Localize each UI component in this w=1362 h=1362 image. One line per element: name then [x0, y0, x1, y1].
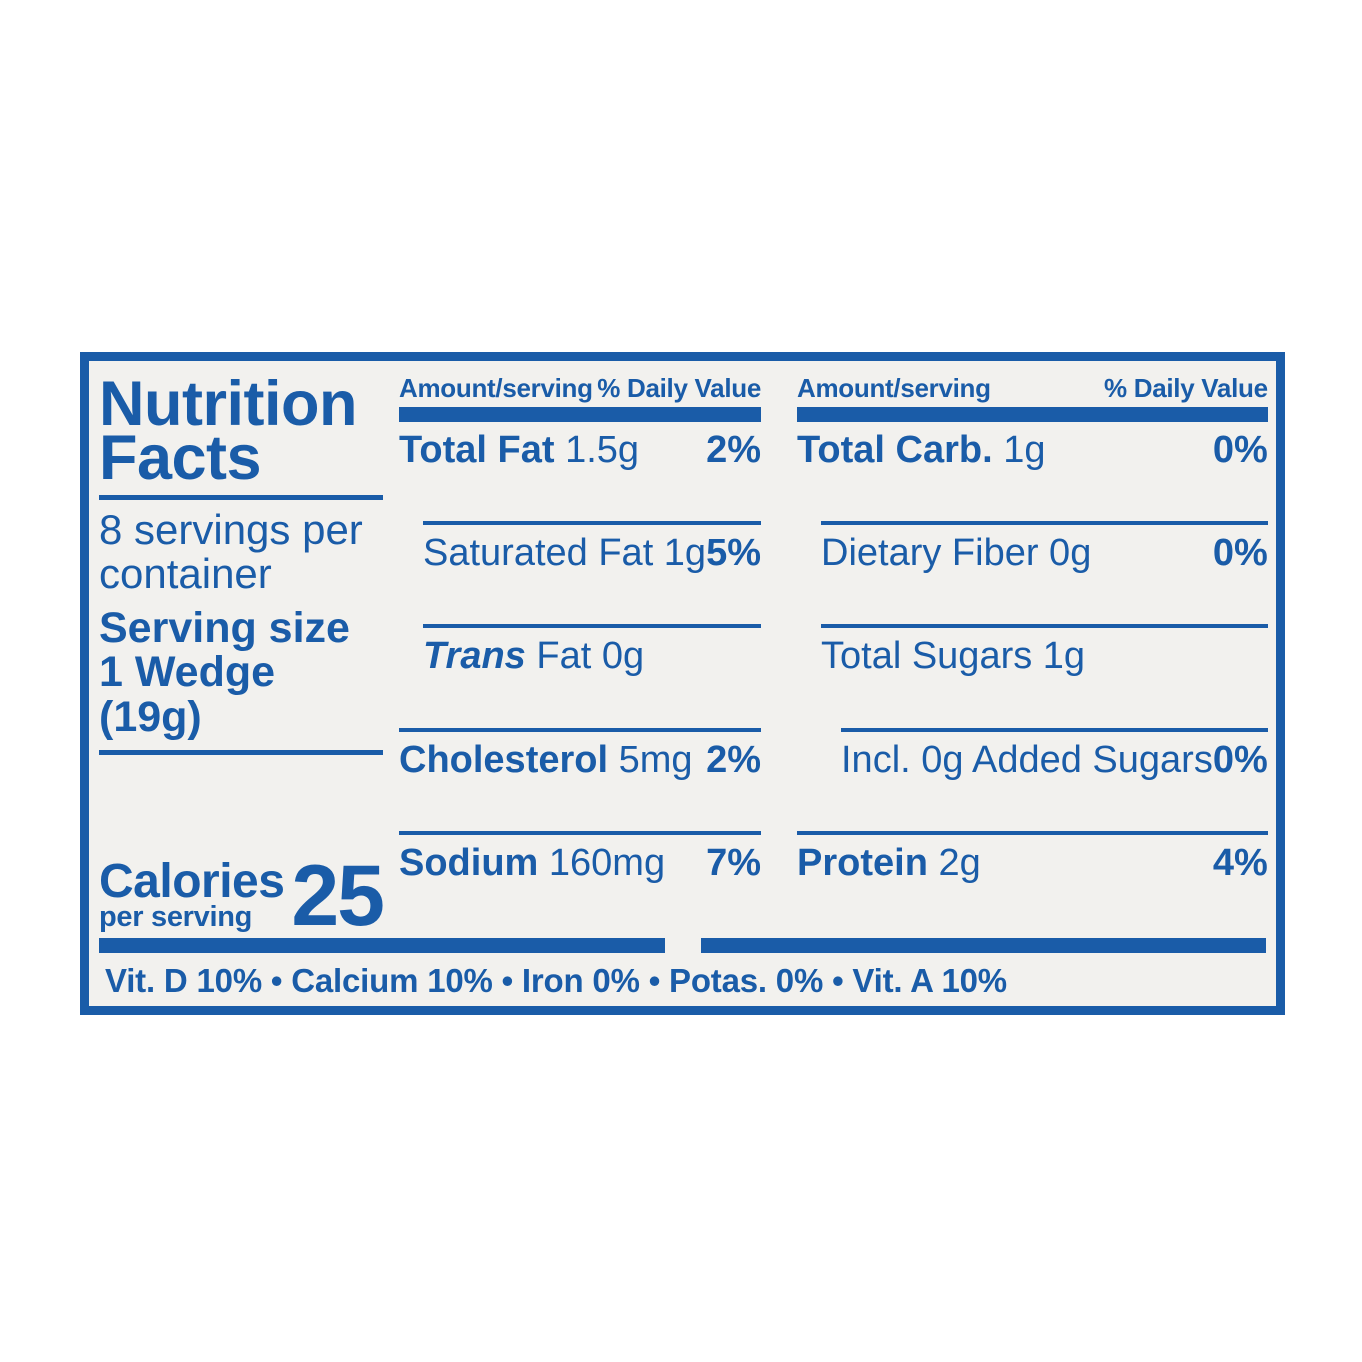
footer-bar-gap — [665, 938, 701, 953]
nutrient-columns: Amount/serving % Daily Value Total Fat 1… — [399, 367, 1268, 934]
nutrient-amount: Total Sugars 1g — [821, 635, 1086, 678]
nutrient-row: Total Fat 1.5g 2% — [399, 422, 761, 521]
calories-label: Calories per serving — [99, 854, 285, 934]
footer-bars — [89, 938, 1276, 953]
daily-value: 2% — [706, 738, 761, 781]
daily-value: 7% — [706, 841, 761, 884]
nutrient-name: Trans — [423, 635, 526, 678]
row-divider — [821, 624, 1268, 629]
row-divider — [399, 830, 761, 835]
nutrient-amount: Total Carb. 1g — [797, 429, 1046, 471]
nutrient-rows-middle: Total Fat 1.5g 2% Saturated Fat 1g 5% Trans … — [399, 422, 761, 934]
daily-value: 0% — [1212, 429, 1268, 471]
nutrient-row: Total Carb. 1g 0% — [797, 422, 1268, 521]
daily-value-header: % Daily Value — [1104, 373, 1268, 403]
serving-size: Serving size 1 Wedge (19g) — [99, 603, 350, 742]
nutrient-row: Trans Fat 0g — [399, 628, 761, 727]
daily-value: 5% — [706, 532, 761, 575]
daily-value: 0% — [1212, 738, 1268, 781]
row-divider — [841, 727, 1268, 732]
nutrient-row: Saturated Fat 1g 5% — [399, 525, 761, 624]
amount-per-serving-header: Amount/serving — [399, 373, 593, 403]
column-header-middle: Amount/serving % Daily Value — [399, 373, 761, 407]
nutrient-row: Cholesterol 5mg 2% — [399, 732, 761, 831]
header-bar-right — [797, 407, 1268, 422]
nutrient-amount: Cholesterol 5mg — [399, 738, 693, 781]
footer-bar-middle — [99, 938, 665, 953]
nutrient-name: Protein — [797, 841, 928, 884]
daily-value: 0% — [1212, 532, 1268, 575]
nutrient-name: Cholesterol — [399, 738, 609, 781]
serving-information-column: Nutrition Facts 8 servings per container… — [99, 367, 399, 944]
nutrient-row: Dietary Fiber 0g 0% — [797, 525, 1268, 624]
row-divider — [423, 624, 761, 629]
nutrition-facts-label: Nutrition Facts 8 servings per container… — [80, 352, 1285, 1015]
nutrient-rows-right: Total Carb. 1g 0% Dietary Fiber 0g 0% Total … — [797, 422, 1268, 934]
header-bar-middle — [399, 407, 761, 422]
title-divider — [99, 495, 383, 501]
nutrient-amount: Dietary Fiber 0g — [821, 532, 1092, 575]
calories-word: Calories — [99, 854, 285, 908]
nutrient-amount: Total Fat 1.5g — [399, 429, 640, 471]
nutrient-name: Sodium — [399, 841, 539, 884]
nutrient-row: Total Sugars 1g — [797, 628, 1268, 727]
nutrient-row: Incl. 0g Added Sugars 0% — [797, 732, 1268, 831]
page-title: Nutrition Facts — [99, 369, 357, 494]
nutrient-row: Protein 2g 4% — [797, 835, 1268, 934]
nutrient-name: Total Fat — [399, 429, 555, 471]
nutrient-amount: Saturated Fat 1g — [423, 532, 707, 575]
nutrient-row: Sodium 160mg 7% — [399, 835, 761, 934]
footer-bar-right — [700, 938, 1266, 953]
nutrient-amount: Sodium 160mg — [399, 841, 666, 884]
daily-value-header: % Daily Value — [597, 373, 761, 403]
nutrient-amount: Protein 2g — [797, 841, 981, 884]
nutrient-column-right: Amount/serving % Daily Value Total Carb.… — [779, 373, 1268, 934]
row-divider — [797, 830, 1268, 835]
vitamins-minerals-row: Vit. D 10% • Calcium 10% • Iron 0% • Pot… — [105, 962, 1007, 999]
nutrient-amount: Incl. 0g Added Sugars — [841, 738, 1213, 781]
servings-per-container: 8 servings per container — [99, 506, 363, 598]
row-divider — [399, 727, 761, 732]
amount-per-serving-header: Amount/serving — [797, 373, 991, 403]
daily-value: 2% — [706, 429, 761, 471]
nutrient-amount: Trans Fat 0g — [423, 635, 645, 678]
calories-per-serving-label: per serving — [99, 901, 253, 934]
label-body: Nutrition Facts 8 servings per container… — [89, 361, 1276, 944]
daily-value: 4% — [1212, 841, 1268, 884]
calories-divider — [99, 749, 383, 755]
row-divider — [821, 521, 1268, 526]
nutrient-column-middle: Amount/serving % Daily Value Total Fat 1… — [399, 373, 779, 934]
row-divider — [423, 521, 761, 526]
column-header-right: Amount/serving % Daily Value — [797, 373, 1268, 407]
calories-value: 25 — [291, 847, 385, 944]
calories-row: Calories per serving 25 — [99, 847, 385, 944]
nutrient-name: Total Carb. — [797, 429, 993, 471]
